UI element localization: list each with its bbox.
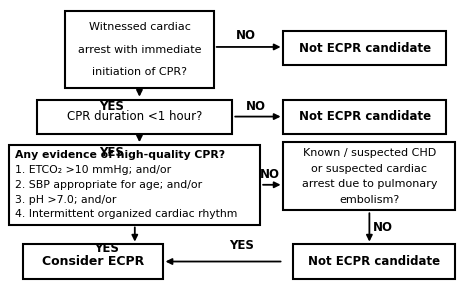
Text: NO: NO [246,100,265,113]
FancyBboxPatch shape [23,244,163,279]
Text: Not ECPR candidate: Not ECPR candidate [299,110,431,123]
Text: CPR duration <1 hour?: CPR duration <1 hour? [67,110,202,123]
FancyBboxPatch shape [293,244,456,279]
Text: Witnessed cardiac: Witnessed cardiac [89,22,191,32]
Text: 4. Intermittent organized cardiac rhythm: 4. Intermittent organized cardiac rhythm [15,209,237,219]
Text: NO: NO [260,168,280,181]
Text: NO: NO [237,29,256,42]
Text: 2. SBP appropriate for age; and/or: 2. SBP appropriate for age; and/or [15,180,202,190]
Text: initiation of CPR?: initiation of CPR? [92,67,187,77]
Text: YES: YES [99,146,124,159]
FancyBboxPatch shape [37,99,232,134]
Text: YES: YES [99,100,124,113]
Text: Any evidence of high-quality CPR?: Any evidence of high-quality CPR? [15,150,225,160]
Text: Consider ECPR: Consider ECPR [42,255,144,268]
FancyBboxPatch shape [283,99,446,134]
FancyBboxPatch shape [65,11,214,88]
Text: Not ECPR candidate: Not ECPR candidate [308,255,440,268]
Text: or suspected cardiac: or suspected cardiac [311,164,428,173]
Text: embolism?: embolism? [339,195,400,204]
Text: 1. ETCO₂ >10 mmHg; and/or: 1. ETCO₂ >10 mmHg; and/or [15,165,171,175]
Text: NO: NO [374,221,393,234]
FancyBboxPatch shape [283,142,456,210]
Text: arrest with immediate: arrest with immediate [78,45,201,55]
Text: 3. pH >7.0; and/or: 3. pH >7.0; and/or [15,195,116,204]
Text: YES: YES [229,239,254,252]
FancyBboxPatch shape [283,31,446,66]
Text: arrest due to pulmonary: arrest due to pulmonary [301,179,437,189]
FancyBboxPatch shape [9,145,260,224]
Text: YES: YES [94,242,119,255]
Text: Not ECPR candidate: Not ECPR candidate [299,42,431,55]
Text: Known / suspected CHD: Known / suspected CHD [303,148,436,158]
